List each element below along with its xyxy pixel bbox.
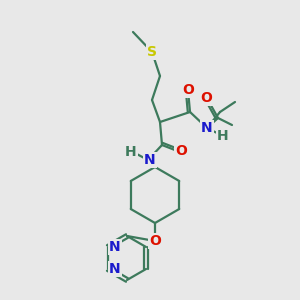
Text: H: H xyxy=(217,129,229,143)
Text: N: N xyxy=(201,121,213,135)
Text: O: O xyxy=(175,144,187,158)
Text: N: N xyxy=(109,262,121,276)
Text: N: N xyxy=(109,240,121,254)
Text: S: S xyxy=(147,45,157,59)
Text: H: H xyxy=(125,145,137,159)
Text: O: O xyxy=(182,83,194,97)
Text: O: O xyxy=(200,91,212,105)
Text: N: N xyxy=(144,153,156,167)
Text: O: O xyxy=(149,234,161,248)
